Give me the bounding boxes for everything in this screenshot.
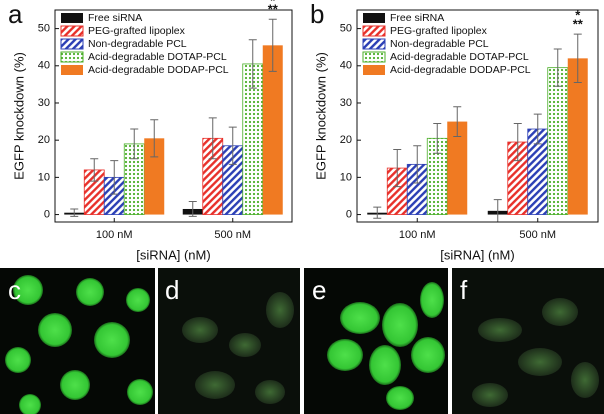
y-tick-label: 10 <box>38 171 50 183</box>
error-bar <box>268 18 277 72</box>
legend-swatch <box>61 65 83 75</box>
y-tick-label: 0 <box>346 208 352 220</box>
legend-label: Non-degradable PCL <box>390 38 489 50</box>
x-axis-label: [siRNA] (nM) <box>440 247 514 262</box>
image-e: e <box>304 268 448 414</box>
y-tick-label: 0 <box>44 208 50 220</box>
legend-label: PEG-grafted lipoplex <box>88 25 186 37</box>
error-bar <box>533 113 542 145</box>
x-tick-label: 100 nM <box>399 229 436 241</box>
panel-label: a <box>8 0 23 29</box>
error-bar <box>150 119 159 158</box>
y-tick-label: 50 <box>340 23 352 35</box>
legend-label: Acid-degradable DOTAP-PCL <box>390 51 529 63</box>
bar <box>144 138 165 215</box>
error-bar <box>90 158 99 182</box>
significance: ** <box>573 17 584 32</box>
legend-swatch <box>60 51 84 63</box>
y-tick-label: 20 <box>38 134 50 146</box>
error-bar <box>433 122 442 154</box>
y-tick-label: 20 <box>340 134 352 146</box>
legend-swatch <box>60 25 84 37</box>
error-bar <box>553 48 562 87</box>
legend-label: Acid-degradable DOTAP-PCL <box>88 51 227 63</box>
significance: ** <box>268 2 279 17</box>
bar <box>567 58 588 215</box>
bar <box>262 45 283 215</box>
y-tick-label: 40 <box>38 60 50 72</box>
legend-label: Non-degradable PCL <box>88 38 187 50</box>
x-tick-label: 500 nM <box>519 229 556 241</box>
legend-swatch <box>61 13 83 23</box>
y-axis-label: EGFP knockdown (%) <box>11 52 26 180</box>
error-bar <box>70 208 79 217</box>
bar <box>447 121 468 215</box>
panel-label: f <box>460 275 468 305</box>
legend-swatch <box>60 38 84 50</box>
panel-label: b <box>310 0 324 29</box>
error-bar <box>228 126 237 165</box>
error-bar <box>248 39 257 89</box>
panel-label: e <box>312 275 326 305</box>
error-bar <box>110 160 119 195</box>
x-tick-label: 100 nM <box>96 229 133 241</box>
image-f: f <box>452 268 604 414</box>
bar <box>547 67 569 215</box>
y-tick-label: 30 <box>38 97 50 109</box>
error-bar <box>188 201 197 217</box>
error-bar <box>453 106 462 137</box>
legend-label: Free siRNA <box>88 12 142 24</box>
legend-swatch <box>362 51 386 63</box>
error-bar <box>393 148 402 188</box>
x-tick-label: 500 nM <box>214 229 251 241</box>
legend-swatch <box>362 25 386 37</box>
error-bar <box>413 145 422 184</box>
plot-frame <box>356 9 599 223</box>
legend-swatch <box>362 38 386 50</box>
legend-label: Acid-degradable DODAP-PCL <box>88 64 229 76</box>
panel-label: d <box>165 275 179 305</box>
plot-frame <box>54 9 293 223</box>
error-bar <box>130 128 139 160</box>
error-bar <box>373 206 382 219</box>
error-bar <box>573 33 582 84</box>
legend-label: PEG-grafted lipoplex <box>390 25 488 37</box>
legend-swatch <box>363 13 385 23</box>
image-d: d <box>158 268 300 414</box>
error-bar <box>513 122 522 162</box>
x-axis-label: [siRNA] (nM) <box>136 247 210 262</box>
y-axis-label: EGFP knockdown (%) <box>313 52 328 180</box>
legend-swatch <box>363 65 385 75</box>
significance: * <box>270 0 276 8</box>
significance: * <box>575 8 581 23</box>
image-c: c <box>0 268 155 414</box>
legend-label: Acid-degradable DODAP-PCL <box>390 64 531 76</box>
legend-label: Free siRNA <box>390 12 444 24</box>
panel-label: c <box>8 275 21 305</box>
y-tick-label: 10 <box>340 171 352 183</box>
y-tick-label: 50 <box>38 23 50 35</box>
y-tick-label: 30 <box>340 97 352 109</box>
error-bar <box>208 117 217 160</box>
y-tick-label: 40 <box>340 60 352 72</box>
